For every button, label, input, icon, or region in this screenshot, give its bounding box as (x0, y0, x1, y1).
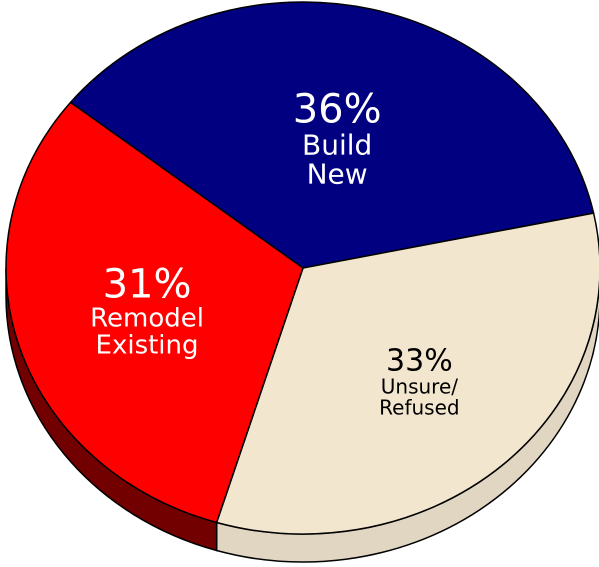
pie-slice (69, 1, 595, 269)
category-label: Remodel Existing (90, 303, 204, 361)
category-label: Build New (302, 128, 373, 191)
slice-label: 36% Build New (277, 88, 397, 189)
pie-slice (5, 101, 304, 524)
value-label: 36% (292, 86, 382, 133)
category-label: Unsure/ Refused (379, 374, 460, 420)
pie-slice (215, 212, 599, 535)
slice-label: 31% Remodel Existing (67, 263, 227, 360)
value-label: 31% (102, 261, 192, 308)
value-label: 33% (386, 342, 453, 378)
slice-label: 33% Unsure/ Refused (369, 345, 469, 419)
